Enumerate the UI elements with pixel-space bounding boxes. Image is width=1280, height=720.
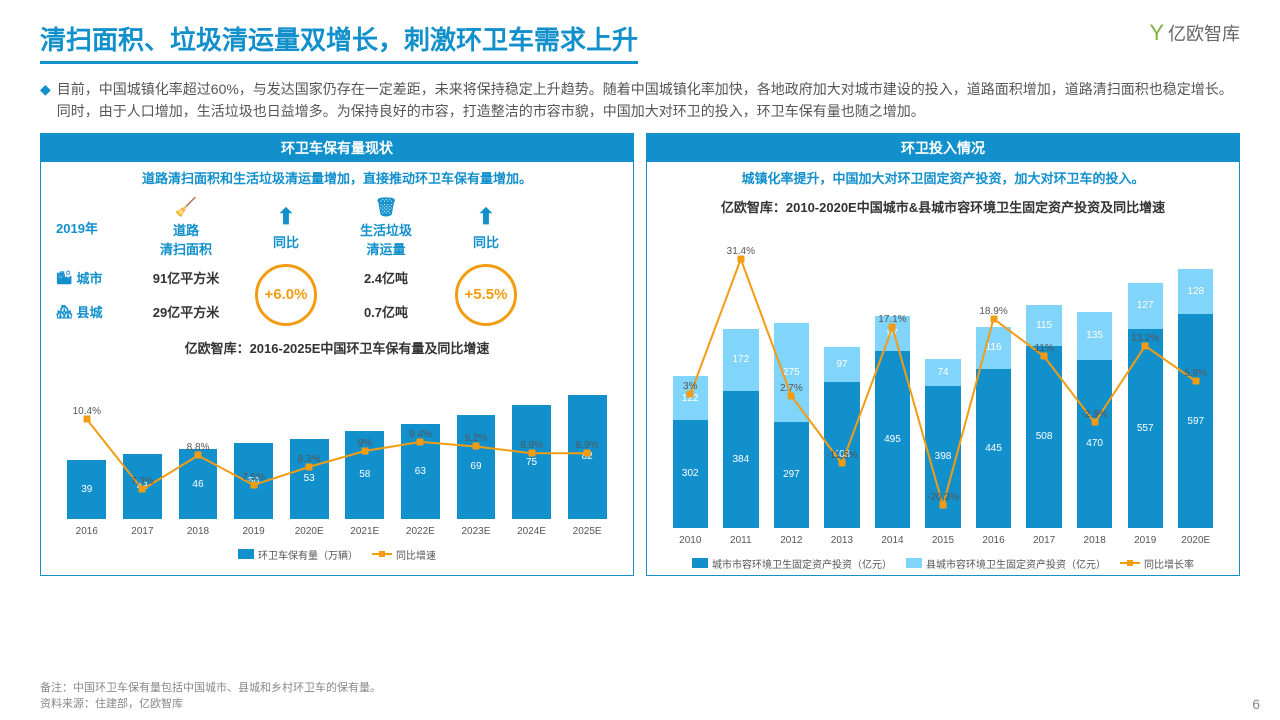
legend-box-icon xyxy=(238,549,254,559)
col-yoy-2: ⬆同比 xyxy=(441,204,531,251)
right-chart-title: 亿欧智库：2010-2020E中国城市&县城市容环境卫生固定资产投资及同比增速 xyxy=(647,193,1239,218)
left-panel-subtitle: 道路清扫面积和生活垃圾清运量增加，直接推动环卫车保有量增加。 xyxy=(41,162,633,193)
description-text: 目前，中国城镇化率超过60%，与发达国家仍存在一定差距，未来将保持稳定上升趋势。… xyxy=(57,78,1240,123)
row-city: 🏙城市 xyxy=(56,268,131,287)
legend-label: 县城市容环境卫生固定资产投资（亿元） xyxy=(926,556,1106,571)
right-panel-header: 环卫投入情况 xyxy=(647,134,1239,162)
bullet-icon: ◆ xyxy=(40,78,51,123)
right-panel-subtitle: 城镇化率提升，中国加大对环卫固定资产投资，加大对环卫车的投入。 xyxy=(647,162,1239,193)
arrow-up-icon: ⬆ xyxy=(277,204,295,230)
trash-icon: 🗑 xyxy=(375,197,398,218)
footnote: 备注：中国环卫车保有量包括中国城市、县城和乡村环卫车的保有量。 xyxy=(40,681,381,696)
county-garbage: 0.7亿吨 xyxy=(331,302,441,321)
footer: 备注：中国环卫车保有量包括中国城市、县城和乡村环卫车的保有量。 资料来源：住建部… xyxy=(40,681,381,712)
stats-year: 2019年 xyxy=(56,218,131,237)
logo: Y亿欧智库 xyxy=(1149,20,1240,46)
col-yoy-1: ⬆同比 xyxy=(241,204,331,251)
left-chart: 392016432017462018502019532020E582021E63… xyxy=(49,363,625,543)
page-number: 6 xyxy=(1252,696,1260,712)
left-panel: 环卫车保有量现状 道路清扫面积和生活垃圾清运量增加，直接推动环卫车保有量增加。 … xyxy=(40,133,634,576)
logo-text: 亿欧智库 xyxy=(1168,20,1240,46)
legend-label: 同比增长率 xyxy=(1144,556,1194,571)
logo-icon: Y xyxy=(1149,20,1164,46)
col-road-area: 🧹道路清扫面积 xyxy=(131,197,241,258)
legend-box-icon xyxy=(906,558,922,568)
legend-line-icon xyxy=(1120,562,1140,564)
badge-garbage-growth: +5.5% xyxy=(455,264,517,326)
legend-label: 城市市容环境卫生固定资产投资（亿元） xyxy=(712,556,892,571)
badge-area-growth: +6.0% xyxy=(255,264,317,326)
city-garbage: 2.4亿吨 xyxy=(331,268,441,287)
county-icon: 🏘 xyxy=(56,304,73,320)
right-panel: 环卫投入情况 城镇化率提升，中国加大对环卫固定资产投资，加大对环卫车的投入。 亿… xyxy=(646,133,1240,576)
legend-label: 环卫车保有量（万辆） xyxy=(258,547,358,562)
source: 资料来源：住建部，亿欧智库 xyxy=(40,697,381,712)
left-chart-title: 亿欧智库：2016-2025E中国环卫车保有量及同比增速 xyxy=(41,334,633,359)
left-legend: 环卫车保有量（万辆） 同比增速 xyxy=(41,545,633,566)
legend-line-icon xyxy=(372,553,392,555)
city-area: 91亿平方米 xyxy=(131,268,241,287)
page-title: 清扫面积、垃圾清运量双增长，刺激环卫车需求上升 xyxy=(40,20,638,64)
right-chart: 3021222010384172201129727520124089720134… xyxy=(655,222,1231,552)
legend-label: 同比增速 xyxy=(396,547,436,562)
left-panel-header: 环卫车保有量现状 xyxy=(41,134,633,162)
right-legend: 城市市容环境卫生固定资产投资（亿元） 县城市容环境卫生固定资产投资（亿元） 同比… xyxy=(647,554,1239,575)
stats-table: 2019年 🧹道路清扫面积 ⬆同比 🗑生活垃圾清运量 ⬆同比 🏙城市 91亿平方… xyxy=(41,193,633,334)
arrow-up-icon: ⬆ xyxy=(477,204,495,230)
broom-icon: 🧹 xyxy=(175,197,197,218)
col-garbage: 🗑生活垃圾清运量 xyxy=(331,197,441,258)
county-area: 29亿平方米 xyxy=(131,302,241,321)
legend-box-icon xyxy=(692,558,708,568)
city-icon: 🏙 xyxy=(56,270,73,286)
description: ◆ 目前，中国城镇化率超过60%，与发达国家仍存在一定差距，未来将保持稳定上升趋… xyxy=(0,72,1280,133)
row-county: 🏘县城 xyxy=(56,302,131,321)
